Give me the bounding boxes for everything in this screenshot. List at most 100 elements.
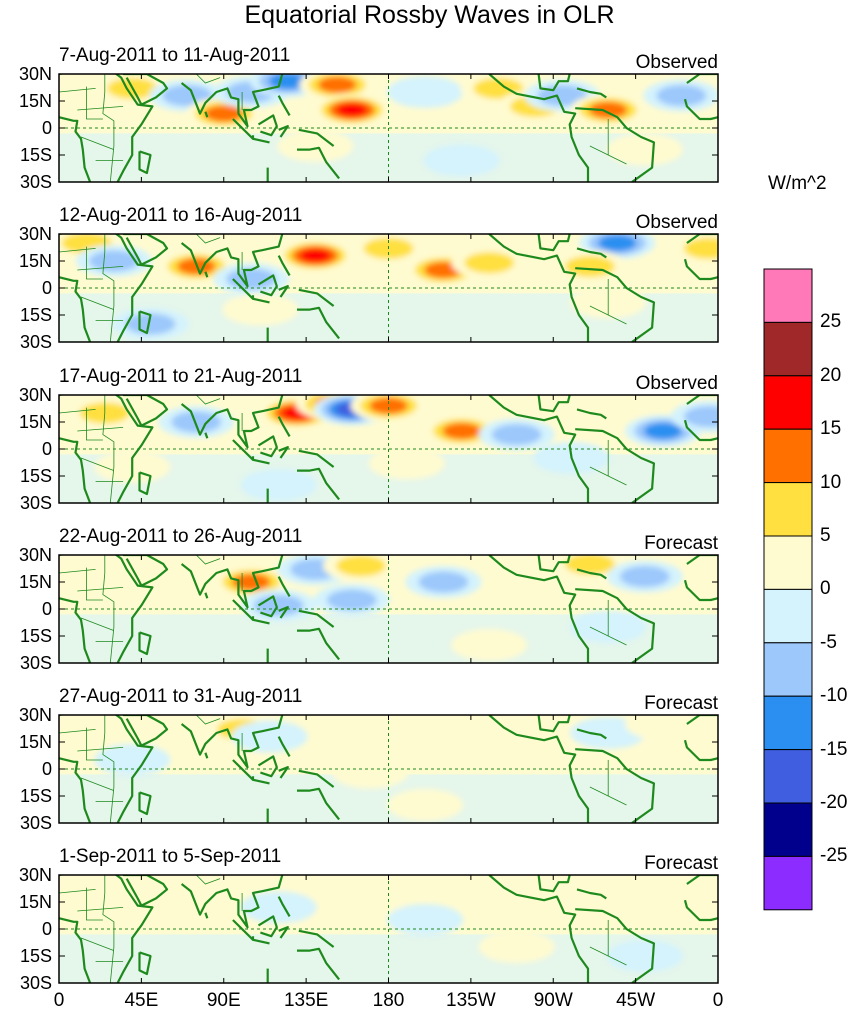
anomaly-11: [451, 629, 528, 661]
lat-tick-label: 30S: [19, 493, 52, 513]
anomaly-7: [405, 566, 482, 598]
lon-tick-label: 0: [712, 990, 724, 1011]
anomaly-6: [350, 234, 427, 265]
coastline: [138, 150, 152, 175]
lat-tick-label: 0: [41, 278, 52, 298]
anomaly-contour: [75, 877, 152, 909]
colorbar-swatch: [763, 642, 813, 697]
coastline: [123, 875, 169, 907]
panel-6: [58, 874, 719, 984]
country-border: [59, 569, 96, 574]
country-border: [80, 136, 115, 150]
anomaly-contour: [564, 255, 615, 278]
anomaly-4: [323, 555, 400, 582]
coastline: [59, 395, 154, 503]
coastline: [204, 912, 209, 919]
coastline: [686, 74, 718, 84]
country-border: [80, 617, 115, 631]
anomaly-contour: [643, 422, 683, 440]
anomaly-4: [332, 756, 409, 789]
anomaly-contour: [442, 738, 519, 771]
anomaly-contour: [606, 940, 683, 972]
chart-title: Equatorial Rossby Waves in OLR: [244, 1, 615, 29]
colorbar-swatch: [763, 695, 813, 751]
colorbar-swatch: [763, 321, 813, 377]
lat-tick-label: 30N: [18, 865, 52, 885]
coastline: [204, 111, 209, 118]
lat-tick-label: 15S: [19, 305, 52, 325]
lat-tick-label: 30N: [18, 64, 52, 84]
colorbar-swatch: [763, 535, 813, 590]
anomaly-contour: [336, 103, 368, 117]
coastline: [123, 555, 169, 587]
coastline: [278, 285, 289, 298]
lon-tick-label: 90W: [533, 990, 573, 1011]
anomaly-contour: [222, 293, 299, 326]
anomaly-contour: [491, 423, 542, 446]
colorbar-label: -5: [820, 631, 837, 653]
country-border: [102, 74, 115, 182]
country-border: [77, 266, 124, 271]
colorbar-label: 0: [820, 578, 831, 600]
lat-tick-label: 15N: [18, 572, 52, 592]
coastline: [277, 736, 291, 757]
coastline: [123, 715, 169, 747]
coastline: [204, 592, 209, 599]
anomaly-5: [240, 589, 317, 622]
country-border: [77, 427, 124, 432]
lat-tick-label: 15N: [18, 412, 52, 432]
coastline: [297, 306, 340, 340]
anomaly-contour: [387, 904, 464, 936]
anomaly-contour: [656, 84, 707, 107]
anomaly-1: [75, 877, 152, 909]
coastline: [537, 74, 571, 92]
coastline: [575, 107, 656, 182]
lon-tick-label: 180: [372, 990, 405, 1011]
lat-tick-label: 30S: [19, 172, 52, 192]
anomaly-6: [299, 74, 376, 101]
anomaly-12: [570, 94, 647, 126]
coastline: [278, 926, 289, 939]
country-border: [86, 727, 103, 761]
anomaly-3: [94, 744, 171, 776]
lat-tick-label: 30N: [18, 385, 52, 405]
coastline: [298, 609, 335, 628]
country-border: [102, 395, 115, 503]
anomaly-10: [551, 250, 628, 283]
country-border: [196, 875, 221, 885]
anomaly-10: [670, 400, 718, 433]
anomaly-contour: [473, 77, 524, 100]
country-border: [196, 74, 221, 84]
lat-tick-label: 30S: [19, 332, 52, 352]
anomaly-contour: [277, 130, 354, 162]
coastline: [277, 576, 291, 597]
coastline: [277, 255, 291, 276]
anomaly-7: [313, 94, 390, 126]
coastline: [180, 74, 284, 128]
coastline: [59, 597, 92, 663]
coastline: [252, 618, 270, 625]
coastline: [257, 114, 278, 137]
anomaly-contour: [240, 891, 317, 924]
coastline: [683, 98, 718, 121]
colorbar-swatch: [763, 428, 813, 484]
country-border: [59, 248, 96, 253]
anomaly-4: [387, 904, 464, 936]
anomaly-contour: [332, 756, 409, 789]
coastline: [59, 234, 154, 342]
anomaly-contour: [619, 565, 670, 588]
lat-tick-label: 0: [41, 759, 52, 779]
coastline: [686, 234, 718, 244]
coastline: [59, 276, 92, 342]
anomaly-contour: [162, 84, 213, 107]
lat-tick-label: 15N: [18, 732, 52, 752]
anomaly-6: [313, 584, 390, 616]
lon-tick-label: 135W: [446, 990, 496, 1011]
coastline: [683, 899, 718, 922]
lat-tick-label: 15S: [19, 466, 52, 486]
coastline: [257, 435, 278, 458]
anomaly-contour: [387, 789, 464, 821]
coastline: [59, 555, 154, 663]
coastline: [297, 467, 340, 501]
coastline: [138, 631, 152, 656]
